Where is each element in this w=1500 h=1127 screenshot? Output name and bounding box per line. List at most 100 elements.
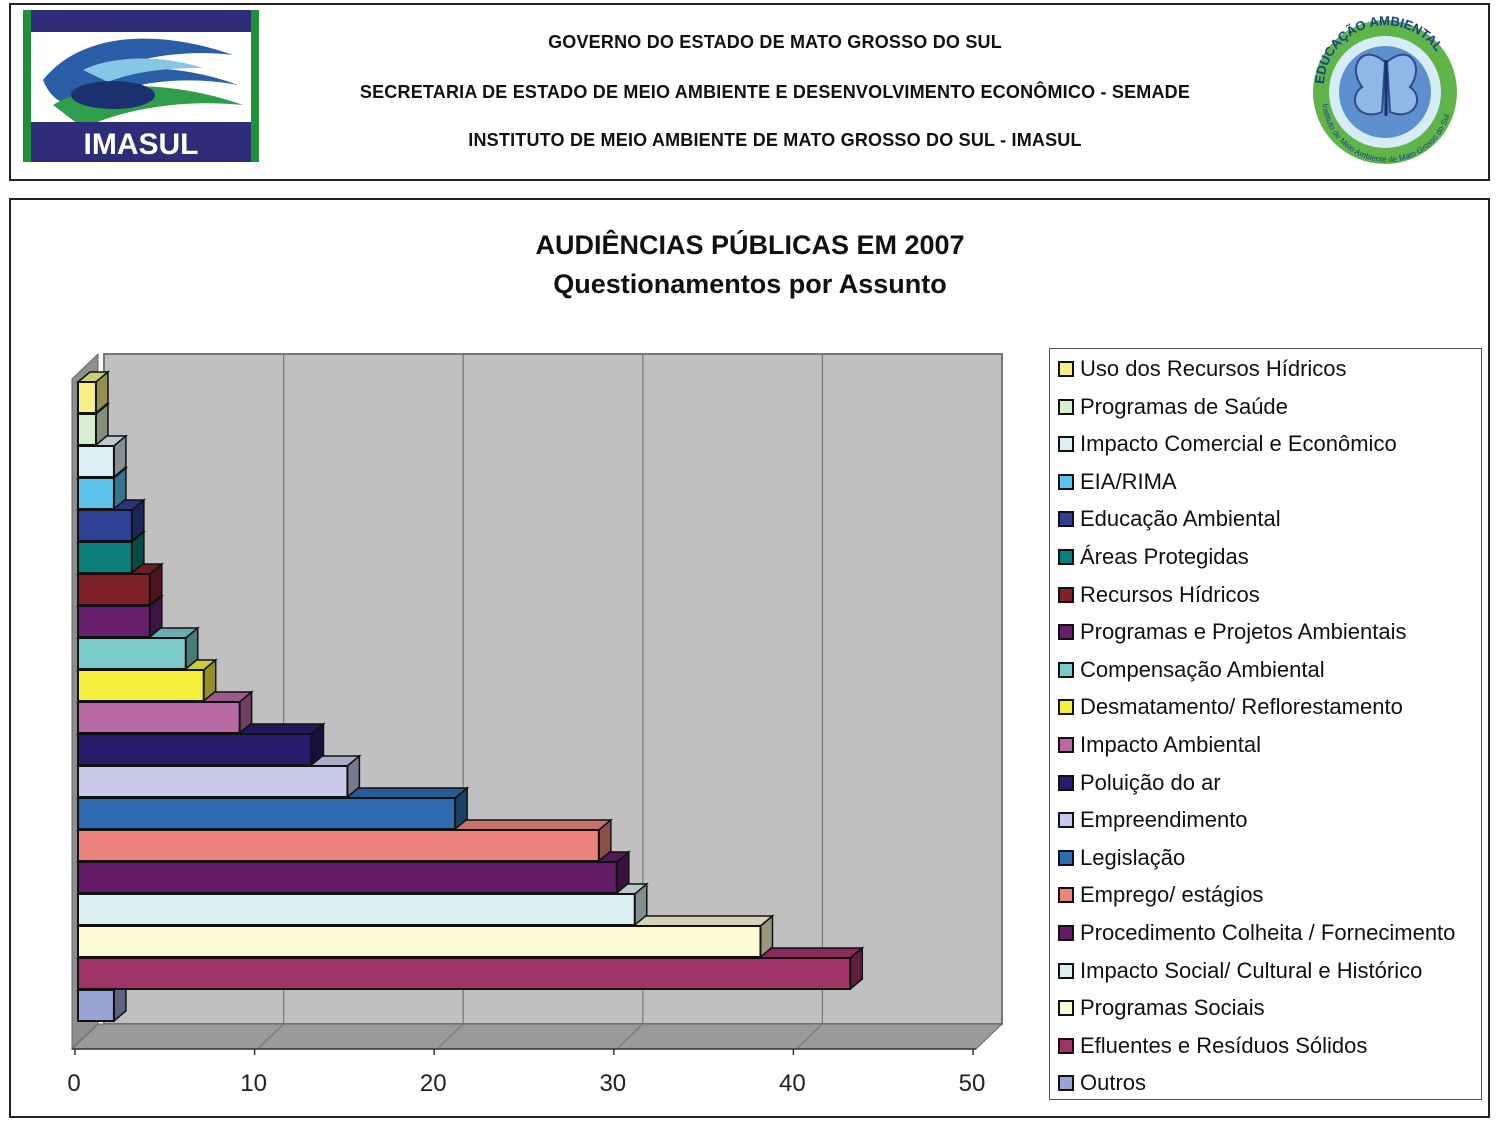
gridline-floor xyxy=(436,1023,464,1050)
legend-label: Áreas Protegidas xyxy=(1080,544,1249,569)
header-government-line: GOVERNO DO ESTADO DE MATO GROSSO DO SUL xyxy=(548,32,1002,52)
legend-label: Compensação Ambiental xyxy=(1080,656,1325,682)
x-tick-label: 10 xyxy=(240,1070,267,1097)
legend-item: EIA/RIMA xyxy=(1058,467,1177,497)
bar-6 xyxy=(75,530,146,575)
legend-label: Impacto Social/ Cultural e Histórico xyxy=(1080,957,1423,983)
legend-swatch xyxy=(1058,473,1074,490)
legend-label: Recursos Hídricos xyxy=(1080,581,1260,607)
legend-swatch xyxy=(1058,511,1074,528)
legend-label: Uso dos Recursos Hídricos xyxy=(1080,356,1347,381)
legend-swatch xyxy=(1058,887,1074,904)
legend-item: Impacto Comercial e Econômico xyxy=(1058,429,1397,459)
legend-swatch xyxy=(1058,699,1074,716)
legend-swatch xyxy=(1058,661,1074,678)
bar-front-face xyxy=(77,701,241,734)
legend-label: Impacto Comercial e Econômico xyxy=(1080,431,1397,457)
legend-item: Impacto Ambiental xyxy=(1058,730,1261,760)
legend-label: Programas de Saúde xyxy=(1080,393,1288,419)
legend-item: Empreendimento xyxy=(1058,805,1248,835)
x-tick-label: 0 xyxy=(67,1070,80,1097)
legend-swatch xyxy=(1058,1037,1074,1054)
legend-item: Programas de Saúde xyxy=(1058,392,1288,422)
x-tick-label: 30 xyxy=(599,1070,626,1097)
x-tick-label: 40 xyxy=(779,1070,806,1097)
legend-item: Poluição do ar xyxy=(1058,768,1221,798)
legend-label: Programas Sociais xyxy=(1080,995,1265,1021)
legend-swatch xyxy=(1058,1000,1074,1017)
bar-front-face xyxy=(77,765,349,798)
bar-front-face xyxy=(77,477,115,510)
floor xyxy=(70,1023,1004,1050)
legend-label: Empreendimento xyxy=(1080,807,1248,833)
legend-swatch xyxy=(1058,436,1074,453)
header-secretariat-line: SECRETARIA DE ESTADO DE MEIO AMBIENTE E … xyxy=(359,82,1191,102)
legend-label: Educação Ambiental xyxy=(1080,506,1281,532)
bar-front-face xyxy=(77,797,457,830)
bar-front-face xyxy=(77,637,187,670)
legend-swatch xyxy=(1058,962,1074,979)
legend-label: Impacto Ambiental xyxy=(1080,732,1261,757)
gridline-floor xyxy=(616,1023,644,1050)
legend-label: Poluição do ar xyxy=(1080,769,1221,795)
chart-title: AUDIÊNCIAS PÚBLICAS EM 2007 xyxy=(535,230,965,260)
bar-front-face xyxy=(77,541,133,574)
gridline-floor xyxy=(795,1023,823,1050)
bar-front-face xyxy=(77,381,97,414)
legend-item: Outros xyxy=(1058,1068,1146,1098)
educacao-ambiental-logo: EDUCAÇÃO AMBIENTAL Instituto de Meio Amb… xyxy=(1312,13,1457,164)
legend-label: Legislação xyxy=(1080,844,1186,870)
legend-item: Programas Sociais xyxy=(1058,993,1265,1023)
bar-front-face xyxy=(77,669,205,702)
bar-front-face xyxy=(77,445,115,478)
bar-front-face xyxy=(77,733,313,766)
gridline-floor xyxy=(257,1023,285,1050)
header-institute-line: INSTITUTO DE MEIO AMBIENTE DE MATO GROSS… xyxy=(468,130,1082,150)
x-axis: 0 10 20 30 40 50 xyxy=(67,1048,985,1097)
legend-swatch xyxy=(1058,624,1074,641)
legend-swatch xyxy=(1058,774,1074,791)
legend-label: Outros xyxy=(1080,1070,1147,1096)
legend-swatch xyxy=(1058,849,1074,866)
legend-item: Áreas Protegidas xyxy=(1058,542,1249,572)
legend-item: Compensação Ambiental xyxy=(1058,655,1325,685)
legend-swatch xyxy=(1058,737,1074,753)
legend-item: Procedimento Colheita / Fornecimento xyxy=(1058,918,1455,948)
bar-15 xyxy=(75,818,613,863)
bar-front-face xyxy=(77,925,762,958)
legend-swatch xyxy=(1058,812,1074,829)
legend-label: Emprego/ estágios xyxy=(1080,882,1264,908)
bar-front-face xyxy=(77,861,618,894)
bar-front-face xyxy=(77,605,151,638)
legend-item: Efluentes e Resíduos Sólidos xyxy=(1058,1031,1367,1061)
legend-item: Uso dos Recursos Hídricos xyxy=(1058,354,1347,384)
bar-front-face xyxy=(77,413,97,446)
legend-item: Educação Ambiental xyxy=(1058,504,1281,534)
legend-item: Desmatamento/ Reflorestamento xyxy=(1058,692,1403,722)
legend-label: EIA/RIMA xyxy=(1080,468,1177,494)
bar-front-face xyxy=(77,829,600,862)
bar-front-face xyxy=(77,957,852,990)
legend-label: Procedimento Colheita / Fornecimento xyxy=(1080,920,1456,945)
legend-item: Programas e Projetos Ambientais xyxy=(1058,617,1407,647)
legend-item: Impacto Social/ Cultural e Histórico xyxy=(1058,956,1422,986)
bar-front-face xyxy=(77,893,636,926)
bar-front-face xyxy=(77,989,115,1022)
bars xyxy=(75,370,865,1023)
legend-label: Programas e Projetos Ambientais xyxy=(1080,619,1407,645)
legend-swatch xyxy=(1058,361,1074,377)
imasul-logo: IMASUL xyxy=(23,10,259,162)
legend-label: Desmatamento/ Reflorestamento xyxy=(1080,694,1403,720)
legend-swatch xyxy=(1058,549,1074,565)
legend-swatch xyxy=(1058,586,1074,603)
chart-legend: Uso dos Recursos Hídricos Programas de Sa… xyxy=(1049,348,1482,1100)
bar-1 xyxy=(75,370,111,415)
x-tick-label: 20 xyxy=(420,1070,447,1097)
legend-item: Legislação xyxy=(1058,843,1185,873)
legend-item: Recursos Hídricos xyxy=(1058,580,1260,610)
legend-swatch xyxy=(1058,925,1074,941)
chart-subtitle: Questionamentos por Assunto xyxy=(553,269,947,299)
legend-label: Efluentes e Resíduos Sólidos xyxy=(1080,1032,1368,1058)
imasul-logo-text: IMASUL xyxy=(84,128,199,161)
